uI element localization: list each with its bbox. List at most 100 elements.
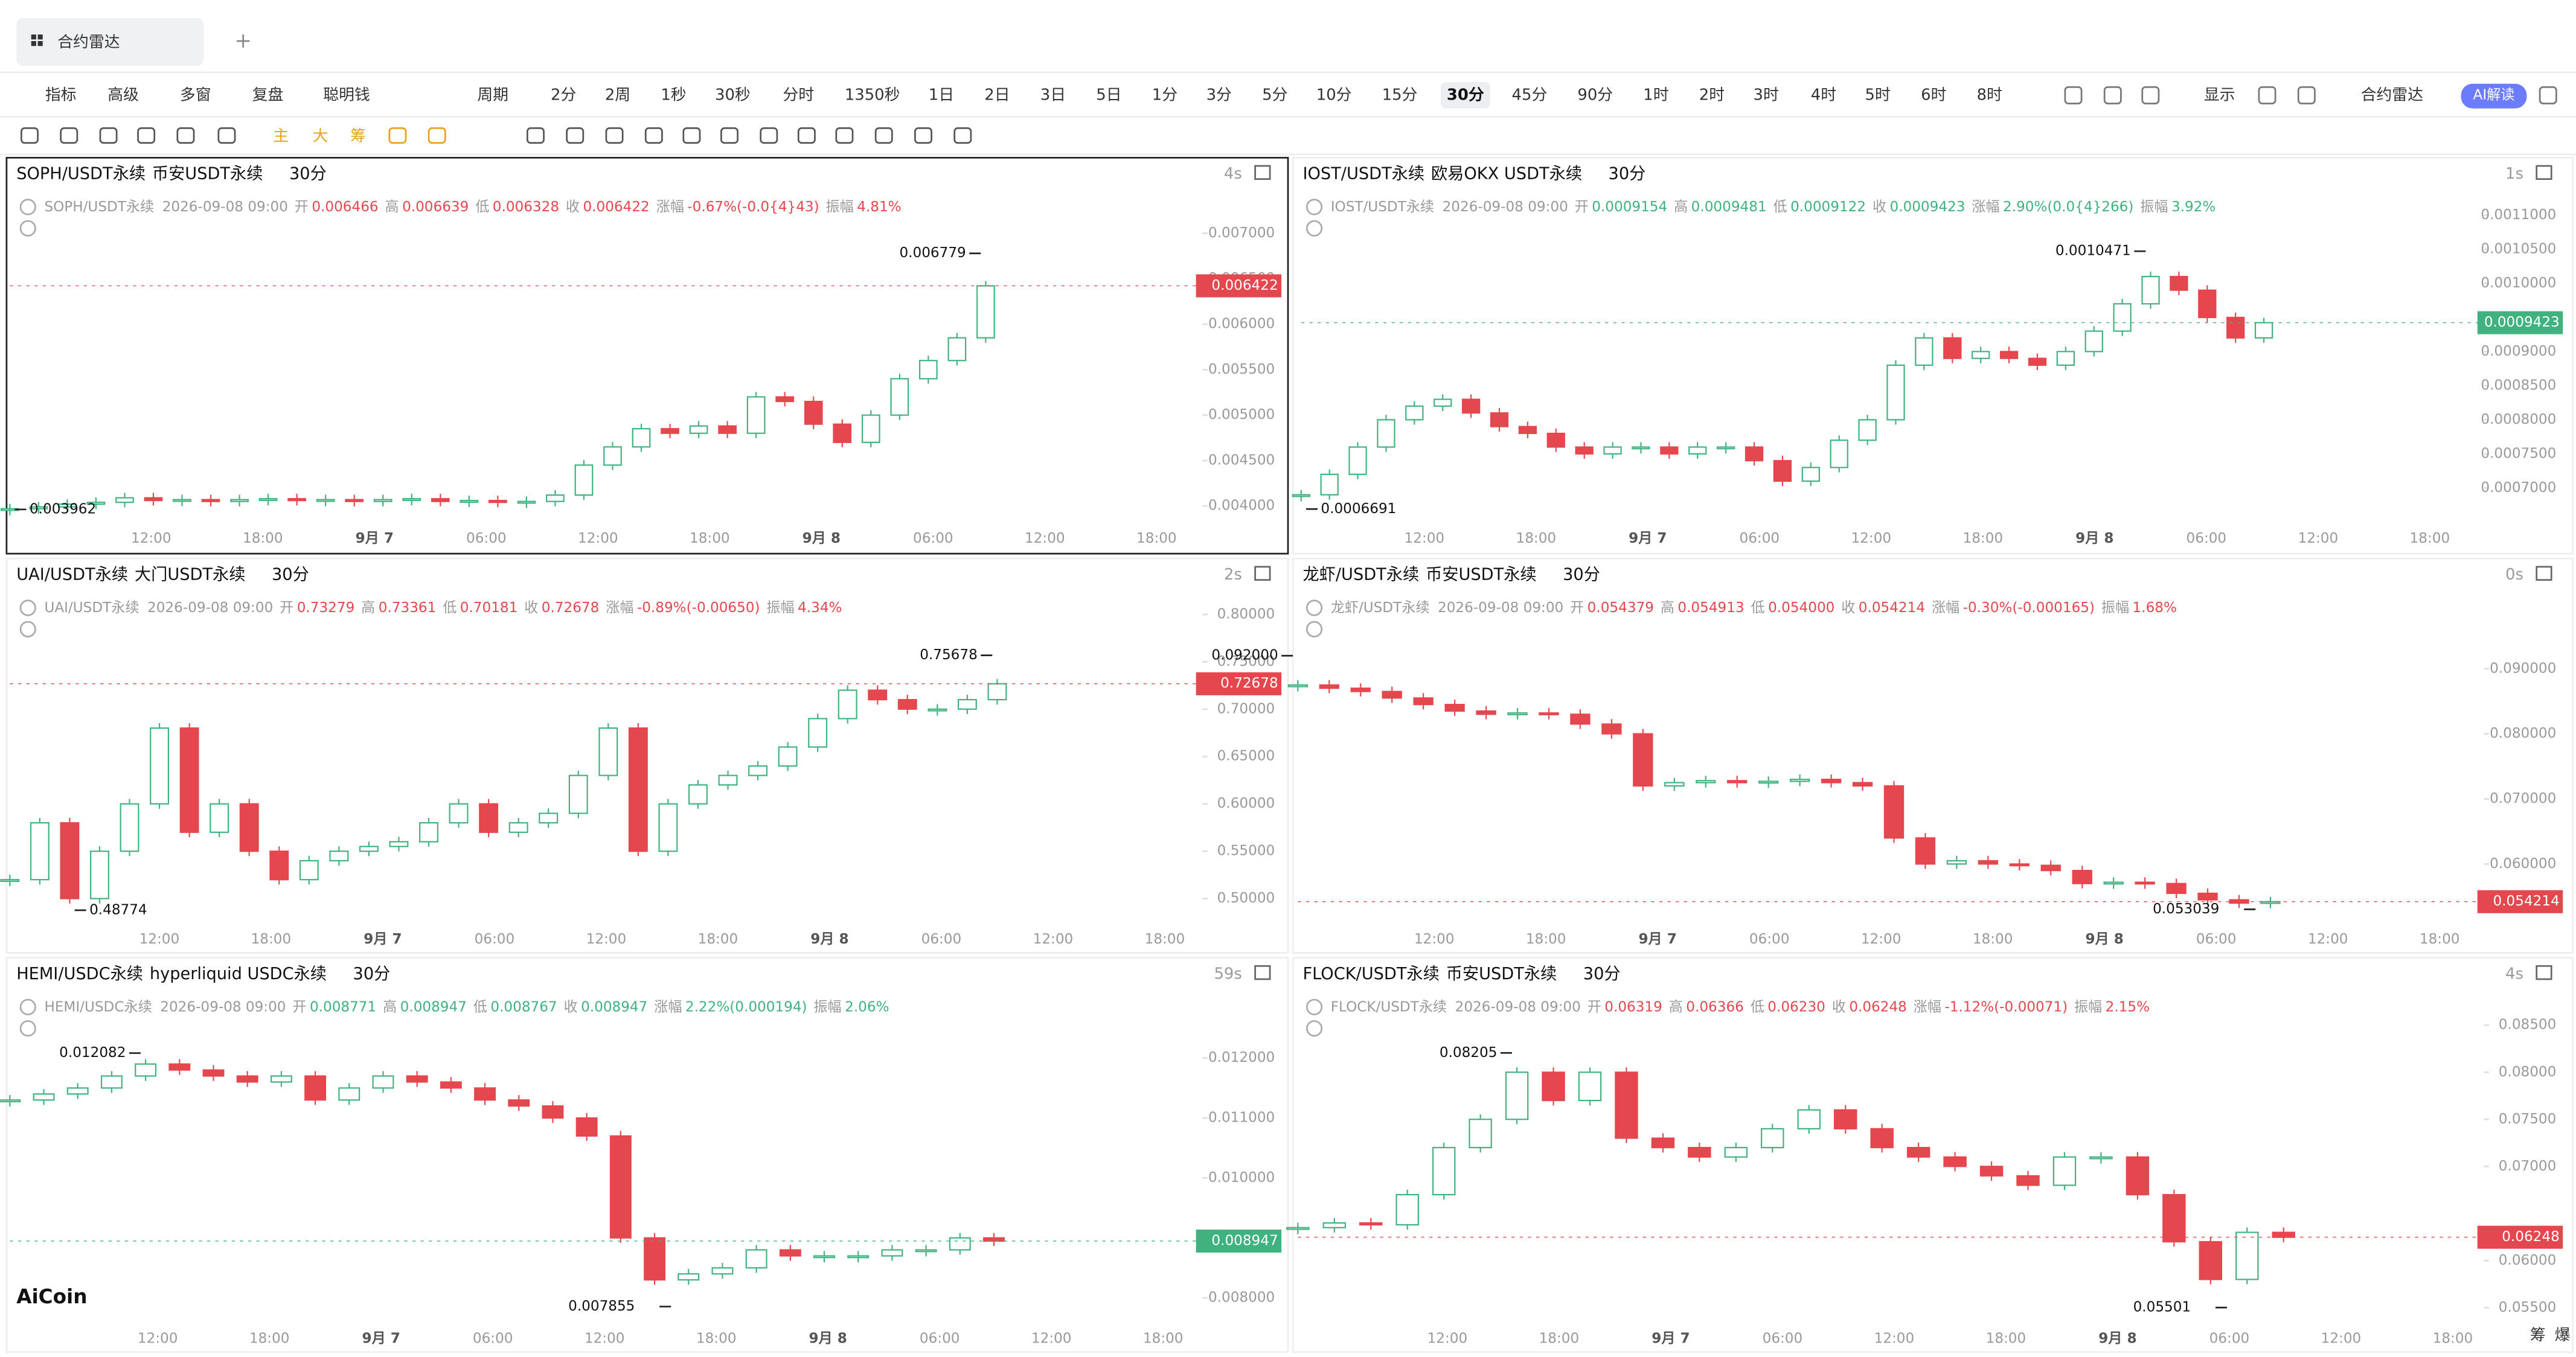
- toolbar-icon[interactable]: [2539, 86, 2557, 104]
- tool-icon[interactable]: [566, 127, 585, 144]
- toolbar-item[interactable]: 分时: [783, 86, 814, 104]
- toolbar-icon[interactable]: [2064, 86, 2083, 104]
- toolbar-item[interactable]: 15分: [1382, 86, 1418, 104]
- tool-icon[interactable]: [720, 127, 739, 144]
- info-change: 2.22%(0.000194): [685, 999, 807, 1015]
- panel-icon[interactable]: [1254, 165, 1271, 180]
- info-expand[interactable]: [1306, 1020, 1323, 1037]
- toolbar-item[interactable]: 2分: [551, 86, 576, 104]
- toolbar-item[interactable]: 1分: [1152, 86, 1177, 104]
- toolbar-item[interactable]: 3分: [1206, 86, 1232, 104]
- tool-text[interactable]: 筹: [350, 127, 366, 145]
- toolbar-item[interactable]: 2日: [984, 86, 1010, 104]
- toolbar-icon[interactable]: [2141, 86, 2160, 104]
- toolbar-item[interactable]: 8时: [1977, 86, 2002, 104]
- x-tick-label: 18:00: [251, 931, 292, 947]
- toolbar-item[interactable]: 30分: [1447, 86, 1484, 104]
- info-expand[interactable]: [19, 220, 36, 237]
- candle: [60, 822, 80, 899]
- info-expand[interactable]: [19, 621, 36, 637]
- toolbar-item[interactable]: 3日: [1040, 86, 1066, 104]
- tool-text[interactable]: 大: [313, 127, 328, 145]
- panel-icon[interactable]: [2536, 566, 2552, 581]
- toolbar-item[interactable]: 多窗: [180, 86, 211, 104]
- toolbar-item[interactable]: 1日: [929, 86, 954, 104]
- tool-icon[interactable]: [526, 127, 545, 144]
- toolbar-right[interactable]: 显示: [2204, 86, 2235, 104]
- info-toggle[interactable]: [1306, 599, 1323, 616]
- info-toggle[interactable]: [19, 199, 36, 216]
- tab-title[interactable]: 合约雷达: [57, 33, 120, 51]
- panel-icon[interactable]: [1254, 566, 1271, 581]
- panel[interactable]: [5, 557, 1289, 954]
- tool-icon[interactable]: [137, 127, 156, 144]
- tool-icon[interactable]: [682, 127, 701, 144]
- info-expand[interactable]: [1306, 220, 1323, 237]
- add-tab[interactable]: [236, 34, 250, 48]
- tool-icon[interactable]: [60, 127, 78, 144]
- info-toggle[interactable]: [1306, 998, 1323, 1015]
- toolbar-item[interactable]: 30秒: [715, 86, 751, 104]
- tool-icon[interactable]: [217, 127, 236, 144]
- info-toggle[interactable]: [19, 599, 36, 616]
- info-label: 涨幅: [1932, 599, 1959, 615]
- info-toggle[interactable]: [19, 998, 36, 1015]
- toolbar-item[interactable]: 5日: [1096, 86, 1121, 104]
- tool-icon[interactable]: [914, 127, 932, 144]
- toolbar-item[interactable]: 聪明钱: [323, 86, 370, 104]
- tool-icon[interactable]: [797, 127, 816, 144]
- toolbar-right[interactable]: AI解读: [2473, 87, 2515, 103]
- panel[interactable]: [5, 156, 1289, 555]
- tool-icon[interactable]: [874, 127, 893, 144]
- candle: [1821, 779, 1842, 784]
- info-amplitude: 3.92%: [2171, 199, 2216, 214]
- tab[interactable]: [16, 18, 204, 66]
- toolbar-icon[interactable]: [2103, 86, 2122, 104]
- toolbar-item[interactable]: 90分: [1577, 86, 1613, 104]
- toolbar-item[interactable]: 10分: [1316, 86, 1352, 104]
- panel[interactable]: [1292, 957, 2574, 1353]
- toolbar-item[interactable]: 周期: [477, 86, 508, 104]
- tool-icon[interactable]: [953, 127, 972, 144]
- toolbar-item[interactable]: 高级: [107, 86, 139, 104]
- panel[interactable]: [1292, 156, 2574, 555]
- toolbar-item[interactable]: 5时: [1865, 86, 1891, 104]
- tool-icon[interactable]: [644, 127, 663, 144]
- panel[interactable]: [1292, 557, 2574, 954]
- tool-icon[interactable]: [760, 127, 778, 144]
- footer-item[interactable]: 筹: [2530, 1326, 2546, 1344]
- toolbar-item[interactable]: 45分: [1512, 86, 1548, 104]
- toolbar-item[interactable]: 4时: [1811, 86, 1836, 104]
- toolbar-item[interactable]: 2时: [1699, 86, 1725, 104]
- panel-icon[interactable]: [2536, 965, 2552, 980]
- tool-icon[interactable]: [21, 127, 39, 144]
- ai-button[interactable]: [2461, 83, 2527, 109]
- panel[interactable]: [5, 957, 1289, 1353]
- toolbar-item[interactable]: 2周: [605, 86, 630, 104]
- toolbar-item[interactable]: 指标: [45, 86, 77, 104]
- toolbar-item[interactable]: 6时: [1921, 86, 1946, 104]
- toolbar-item[interactable]: 复盘: [252, 86, 284, 104]
- toolbar-icon[interactable]: [2258, 86, 2276, 104]
- toolbar-item[interactable]: 3时: [1754, 86, 1779, 104]
- footer-item[interactable]: 爆: [2555, 1326, 2571, 1344]
- toolbar-item[interactable]: 5分: [1262, 86, 1287, 104]
- tool-icon[interactable]: [388, 127, 407, 144]
- info-expand[interactable]: [19, 1020, 36, 1037]
- tool-icon[interactable]: [835, 127, 854, 144]
- candle: [1395, 1194, 1419, 1226]
- tool-text[interactable]: 主: [273, 127, 289, 145]
- toolbar-icon[interactable]: [2297, 86, 2316, 104]
- toolbar-item[interactable]: 1时: [1643, 86, 1668, 104]
- panel-icon[interactable]: [1254, 965, 1271, 980]
- tool-icon[interactable]: [176, 127, 195, 144]
- tool-icon[interactable]: [99, 127, 118, 144]
- toolbar-item[interactable]: 1350秒: [845, 86, 900, 104]
- tool-icon[interactable]: [428, 127, 446, 144]
- panel-icon[interactable]: [2536, 165, 2552, 180]
- toolbar-right[interactable]: 合约雷达: [2361, 86, 2423, 104]
- tool-icon[interactable]: [605, 127, 624, 144]
- info-expand[interactable]: [1306, 621, 1323, 637]
- info-toggle[interactable]: [1306, 199, 1323, 216]
- toolbar-item[interactable]: 1秒: [661, 86, 686, 104]
